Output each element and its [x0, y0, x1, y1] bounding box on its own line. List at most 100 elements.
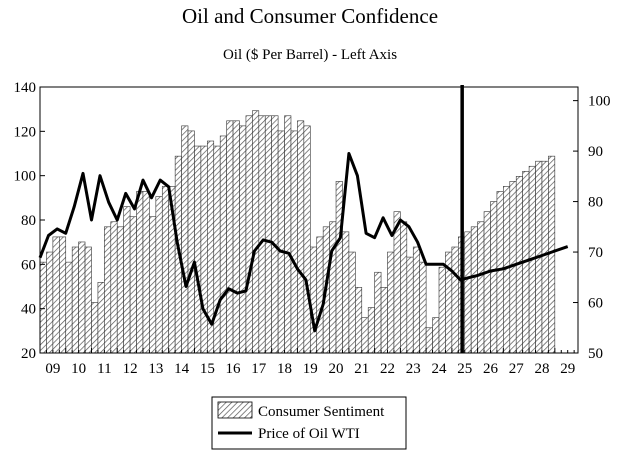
x-axis-tick-label: 14	[174, 361, 190, 377]
x-axis-tick-label: 18	[277, 361, 292, 377]
sentiment-bar	[123, 206, 131, 354]
sentiment-bar	[348, 251, 356, 354]
x-axis-tick-label: 20	[329, 361, 344, 377]
x-axis-tick-label: 26	[483, 361, 499, 377]
sentiment-bar	[97, 282, 105, 354]
sentiment-bar	[219, 135, 227, 354]
x-axis-tick-label: 13	[148, 361, 163, 377]
sentiment-bar	[71, 246, 79, 354]
sentiment-bar	[232, 120, 240, 354]
sentiment-bar	[39, 261, 47, 354]
sentiment-bar	[161, 186, 170, 354]
sentiment-bar	[65, 261, 73, 354]
sentiment-bar	[380, 287, 388, 354]
x-axis-tick-label: 16	[226, 361, 242, 377]
x-axis-tick-label: 22	[380, 361, 395, 377]
sentiment-bar	[245, 115, 253, 354]
sentiment-bar	[419, 261, 427, 354]
x-axis-tick-label: 24	[431, 361, 447, 377]
sentiment-bar	[104, 226, 112, 354]
oil-price-line-layer	[38, 152, 569, 333]
sentiment-bar	[149, 216, 157, 354]
sentiment-bar	[136, 191, 144, 354]
x-axis-tick-label: 17	[251, 361, 267, 377]
x-axis-tick-label: 28	[534, 361, 549, 377]
sentiment-bar	[142, 191, 150, 354]
sentiment-bar	[277, 130, 285, 354]
left-axis-tick-label: 80	[21, 213, 36, 229]
sentiment-bar	[239, 125, 247, 354]
sentiment-bar	[59, 236, 67, 354]
sentiment-bar	[387, 251, 395, 354]
left-axis-tick-label: 120	[14, 124, 37, 140]
right-axis-tick-label: 100	[588, 94, 611, 110]
sentiment-bar	[187, 130, 195, 354]
sentiment-bar	[129, 216, 137, 354]
sentiment-bar	[316, 236, 324, 354]
right-axis-tick-label: 70	[588, 245, 603, 261]
sentiment-bar	[116, 226, 124, 354]
sentiment-bar	[470, 226, 478, 354]
legend-bar-swatch	[217, 401, 253, 419]
sentiment-bar	[303, 125, 311, 354]
x-axis-tick-label: 11	[97, 361, 111, 377]
left-axis-tick-label: 20	[21, 346, 36, 362]
sentiment-bar	[264, 115, 272, 354]
x-axis-tick-label: 15	[200, 361, 215, 377]
sentiment-bar	[309, 246, 318, 354]
axes: 20 40 60 80 100 120 140 50 60 70 80 90 100 09 10 11 12 13…	[14, 80, 611, 377]
sentiment-bar	[400, 221, 408, 354]
sentiment-bar	[548, 155, 556, 354]
sentiment-bar	[78, 241, 86, 354]
sentiment-bar	[355, 287, 363, 354]
x-axis-tick-label: 21	[354, 361, 369, 377]
sentiment-bar	[335, 181, 343, 354]
x-axis-tick-label: 27	[509, 361, 525, 377]
left-axis-tick-label: 40	[21, 302, 36, 318]
sentiment-bar	[200, 145, 208, 354]
sentiment-bar	[490, 201, 498, 354]
right-axis-tick-label: 50	[588, 346, 603, 362]
sentiment-bar	[451, 246, 459, 354]
legend-consumer-sentiment: Consumer Sentiment	[258, 404, 385, 420]
oil-price-line	[38, 152, 569, 333]
sentiment-bar	[541, 160, 549, 354]
sentiment-bar	[425, 327, 433, 354]
sentiment-bar	[284, 115, 292, 354]
sentiment-bar	[438, 266, 446, 354]
sentiment-bar	[46, 251, 54, 354]
legend: Consumer Sentiment Price of Oil WTI	[211, 396, 407, 450]
sentiment-bar	[297, 120, 305, 354]
sentiment-bar	[258, 115, 266, 354]
left-axis-tick-label: 60	[21, 257, 36, 273]
right-axis-tick-label: 80	[588, 195, 603, 211]
x-axis-tick-label: 25	[457, 361, 472, 377]
x-axis-tick-label: 29	[560, 361, 575, 377]
x-axis-tick-label: 23	[406, 361, 421, 377]
right-axis-tick-label: 60	[588, 296, 603, 312]
sentiment-bar	[290, 130, 298, 354]
right-axis-tick-label: 90	[588, 144, 603, 160]
sentiment-bar	[406, 256, 414, 354]
sentiment-bar	[213, 145, 221, 354]
sentiment-bar	[226, 120, 234, 354]
sentiment-bar	[194, 145, 202, 354]
legend-price-of-oil: Price of Oil WTI	[258, 426, 360, 442]
left-axis-tick-label: 100	[14, 169, 37, 185]
sentiment-bar	[361, 317, 369, 354]
sentiment-bar	[483, 211, 491, 354]
x-axis-tick-label: 10	[71, 361, 86, 377]
sentiment-bar	[110, 221, 118, 354]
sentiment-bar	[52, 236, 60, 354]
sentiment-bar	[367, 307, 375, 354]
sentiment-bar	[496, 191, 504, 354]
sentiment-bar	[464, 231, 472, 354]
chart-subtitle: Oil ($ Per Barrel) - Left Axis	[223, 47, 397, 63]
sentiment-bar	[252, 110, 260, 354]
sentiment-bar	[329, 221, 337, 354]
sentiment-bar	[271, 115, 279, 354]
sentiment-bar	[155, 196, 163, 354]
x-axis-tick-label: 12	[123, 361, 138, 377]
left-axis-tick-label: 140	[14, 80, 37, 96]
